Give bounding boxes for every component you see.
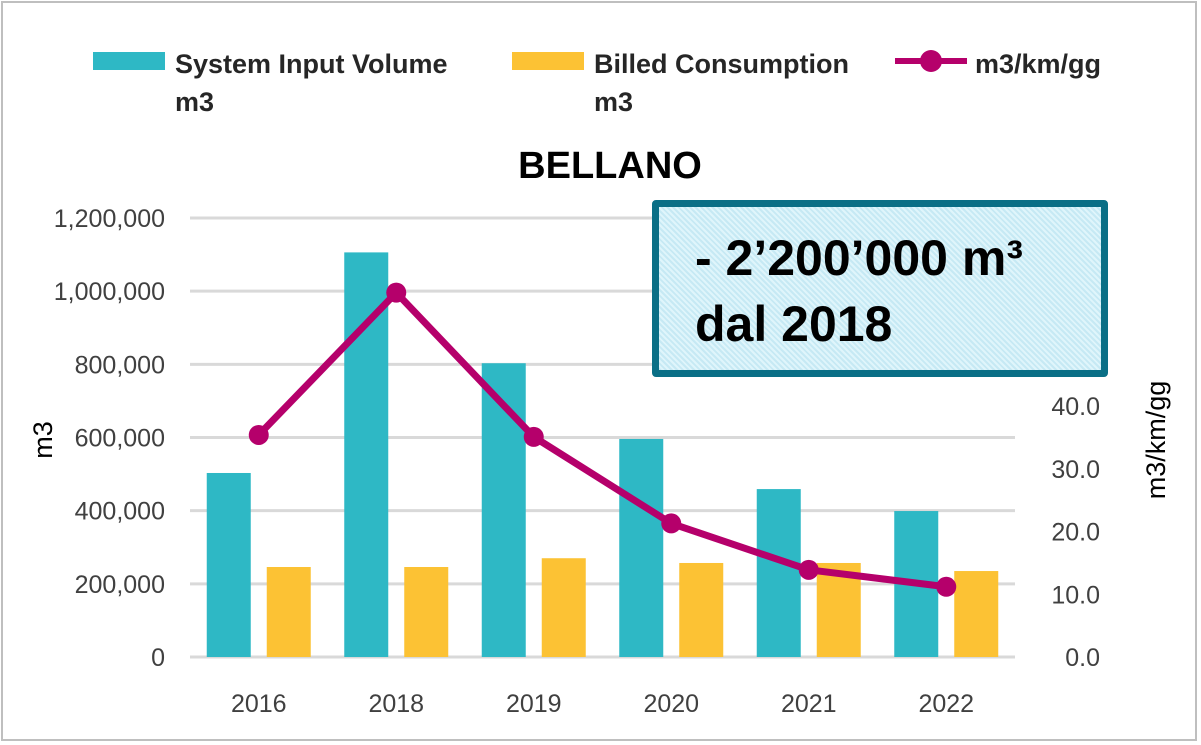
- chart-title: BELLANO: [518, 145, 702, 187]
- y-tick-label: 800,000: [75, 351, 165, 379]
- bar-system-input-volume: [481, 363, 526, 657]
- legend-ratio: m3/km/gg: [975, 49, 1102, 79]
- y-tick-label: 0: [151, 644, 165, 672]
- y-axis-label: m3: [28, 421, 58, 459]
- bar-billed-consumption: [541, 558, 586, 657]
- x-tick-label: 2020: [643, 690, 699, 718]
- legend-marker-ratio: [920, 50, 942, 72]
- y-right-tick-label: 20.0: [1051, 519, 1100, 547]
- y-right-tick-label: 0.0: [1065, 644, 1100, 672]
- x-tick-label: 2016: [231, 690, 287, 718]
- y-tick-label: 200,000: [75, 571, 165, 599]
- line-marker: [798, 559, 819, 580]
- bar-billed-consumption: [404, 567, 449, 657]
- legend-billed-unit: m3: [594, 87, 634, 117]
- bar-billed-consumption: [679, 562, 724, 657]
- bar-system-input-volume: [344, 252, 389, 657]
- x-tick-label: 2018: [368, 690, 424, 718]
- annotation-line-1: - 2’200’000 m³: [695, 230, 1023, 286]
- legend-siv-label: System Input Volume: [175, 49, 448, 79]
- line-marker: [386, 282, 407, 303]
- bar-system-input-volume: [756, 489, 801, 657]
- annotation-box: - 2’200’000 m³ dal 2018: [652, 200, 1108, 377]
- y-right-tick-label: 40.0: [1051, 393, 1100, 421]
- legend-swatch-billed: [512, 52, 584, 70]
- bar-billed-consumption: [954, 571, 999, 657]
- legend-billed: Billed Consumption m3: [594, 45, 849, 121]
- legend-swatch-siv: [93, 52, 165, 70]
- line-marker: [523, 426, 544, 447]
- x-tick-label: 2021: [781, 690, 837, 718]
- line-m3-km-gg: [256, 289, 947, 591]
- y-tick-label: 400,000: [75, 498, 165, 526]
- line-marker: [248, 424, 269, 445]
- annotation-line-2: dal 2018: [695, 296, 893, 352]
- legend-siv-unit: m3: [175, 87, 215, 117]
- x-tick-label: 2019: [506, 690, 562, 718]
- bar-system-input-volume: [206, 472, 251, 657]
- line-marker: [936, 576, 957, 597]
- y-right-tick-label: 10.0: [1051, 581, 1100, 609]
- y-axis-right-label: m3/km/gg: [1141, 381, 1171, 500]
- bar-billed-consumption: [266, 567, 311, 657]
- y-tick-label: 600,000: [75, 425, 165, 453]
- bar-system-input-volume: [619, 438, 664, 657]
- y-tick-label: 1,000,000: [54, 278, 165, 306]
- line-marker: [661, 513, 682, 534]
- legend-siv: System Input Volume m3: [175, 45, 448, 121]
- x-tick-label: 2022: [918, 690, 974, 718]
- y-tick-label: 1,200,000: [54, 205, 165, 233]
- legend-billed-label: Billed Consumption: [594, 49, 849, 79]
- y-right-tick-label: 30.0: [1051, 456, 1100, 484]
